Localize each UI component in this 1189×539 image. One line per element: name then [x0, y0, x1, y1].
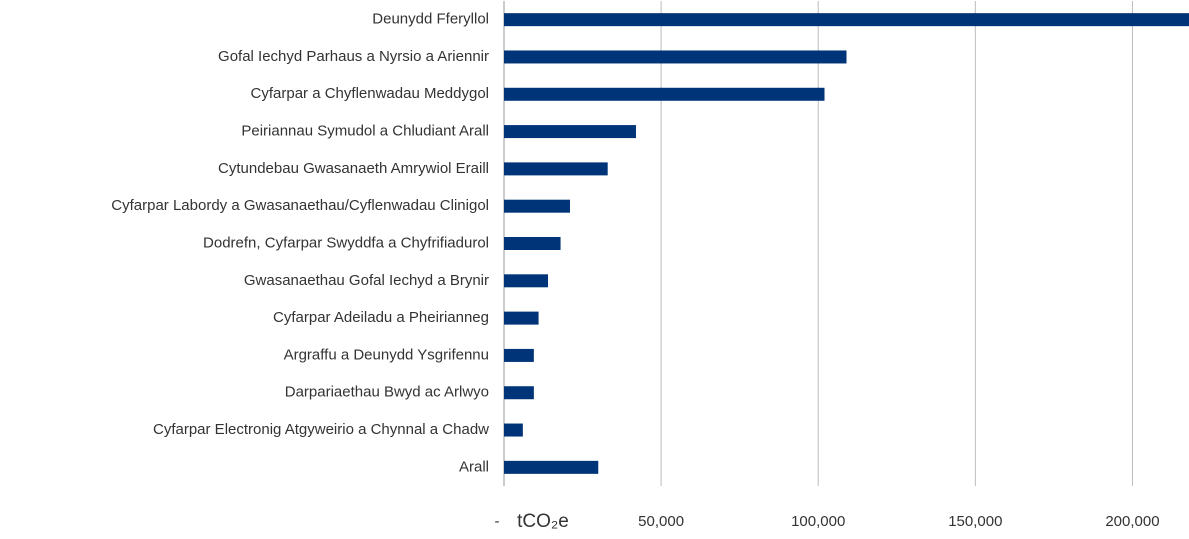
y-tick-label: Arall	[459, 458, 489, 475]
y-tick-label: Gofal Iechyd Parhaus a Nyrsio a Ariennir	[218, 48, 489, 65]
y-tick-label: Argraffu a Deunydd Ysgrifennu	[284, 346, 489, 363]
bar	[504, 348, 534, 362]
y-tick-label: Cytundebau Gwasanaeth Amrywiol Eraill	[218, 160, 489, 177]
y-tick-label: Cyfarpar Electronig Atgyweirio a Chynnal…	[153, 421, 489, 438]
bar	[504, 199, 570, 213]
x-tick-label: -	[495, 513, 500, 530]
bar	[504, 274, 548, 288]
bar	[504, 125, 636, 139]
x-tick-label: 150,000	[948, 513, 1002, 530]
bar	[504, 87, 825, 101]
y-tick-label: Gwasanaethau Gofal Iechyd a Brynir	[244, 272, 489, 289]
bar	[504, 423, 523, 437]
bar	[504, 13, 1189, 27]
x-tick-label: 100,000	[791, 513, 845, 530]
y-tick-label: Peiriannau Symudol a Chludiant Arall	[241, 123, 489, 140]
y-tick-label: Dodrefn, Cyfarpar Swyddfa a Chyfrifiadur…	[203, 234, 489, 251]
y-tick-label: Darpariaethau Bwyd ac Arlwyo	[285, 384, 489, 401]
x-axis-title: tCO₂e	[517, 511, 569, 532]
bar	[504, 311, 539, 325]
bar	[504, 50, 847, 64]
x-tick-label: 200,000	[1105, 513, 1159, 530]
y-tick-label: Deunydd Fferyllol	[372, 11, 489, 28]
y-tick-label: Cyfarpar a Chyflenwadau Meddygol	[251, 85, 489, 102]
y-tick-label: Cyfarpar Labordy a Gwasanaethau/Cyflenwa…	[111, 197, 489, 214]
bar	[504, 460, 599, 474]
bar	[504, 237, 561, 250]
bar	[504, 162, 608, 176]
bar	[504, 386, 534, 400]
y-tick-label: Cyfarpar Adeiladu a Pheirianneg	[273, 309, 489, 326]
x-tick-label: 50,000	[638, 513, 684, 530]
